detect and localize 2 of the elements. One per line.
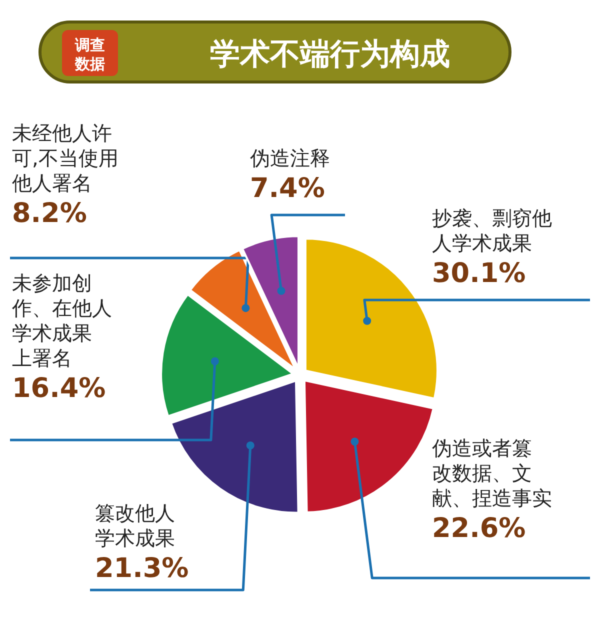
title: 学术不端行为构成 (210, 37, 450, 72)
subtitle: 调查数据 (75, 36, 105, 73)
